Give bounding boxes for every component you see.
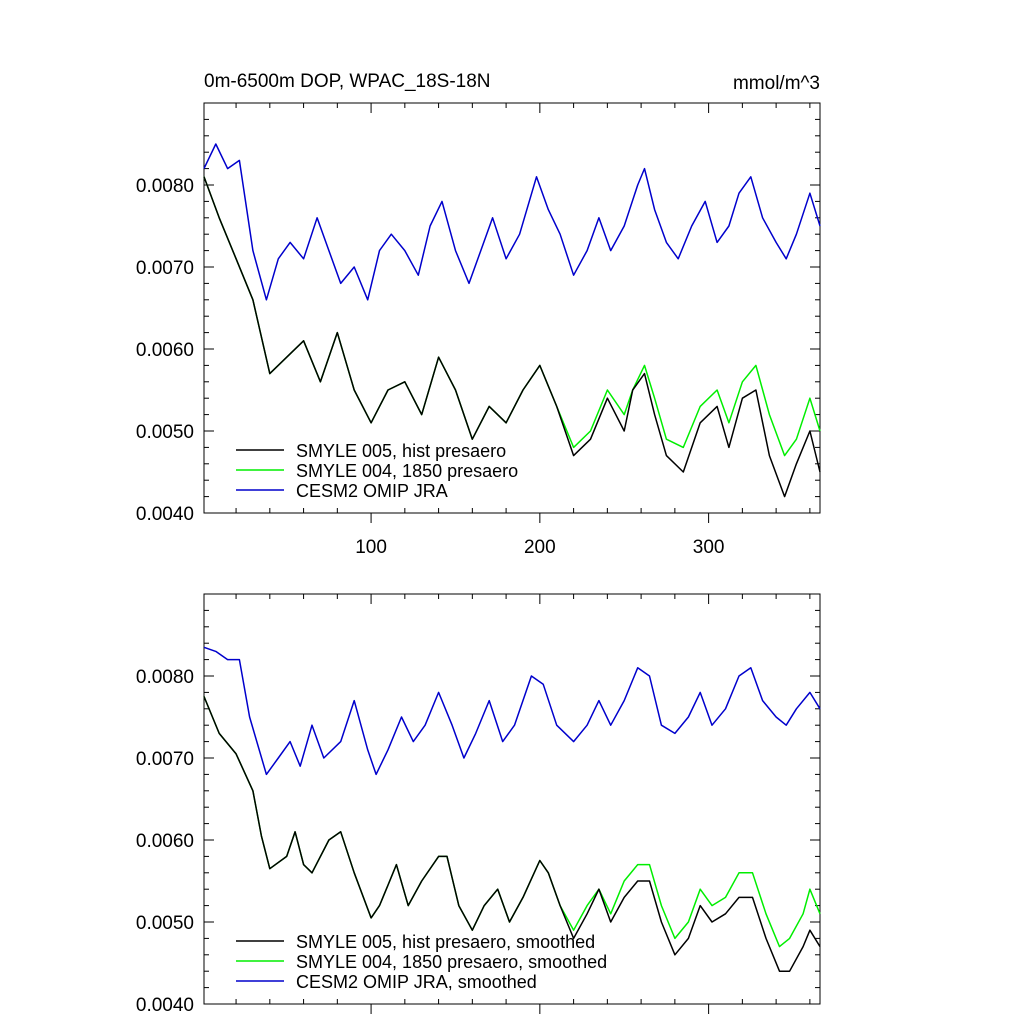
x-tick-label: 100 [355,537,387,558]
y-tick-label: 0.0080 [136,667,194,688]
series-line-0 [203,176,821,498]
legend-label: SMYLE 004, 1850 presaero, smoothed [296,952,607,972]
y-tick-label: 0.0040 [136,995,194,1016]
series-line-2 [203,646,821,776]
x-tick-label: 200 [524,537,556,558]
legend-label: SMYLE 005, hist presaero [296,441,506,461]
series-line-2 [203,143,821,301]
series-line-0 [203,696,821,972]
y-tick-label: 0.0080 [136,176,194,197]
y-tick-label: 0.0040 [136,504,194,525]
y-tick-label: 0.0070 [136,258,194,279]
top-panel: 100 200 300 0.0040 0.0050 0.0060 0.0070 0.0080 0… [136,71,821,558]
legend-label: SMYLE 004, 1850 presaero [296,461,518,481]
units-label: mmol/m^3 [733,73,820,94]
x-tick-label: 300 [693,537,725,558]
series-line-1 [203,176,821,457]
y-tick-label: 0.0050 [136,422,194,443]
plot-frame [203,593,821,1005]
y-tick-label: 0.0060 [136,831,194,852]
legend-label: CESM2 OMIP JRA [296,481,448,501]
y-tick-label: 0.0060 [136,340,194,361]
y-tick-label: 0.0050 [136,913,194,934]
plot-frame [203,102,821,514]
y-tick-label: 0.0070 [136,749,194,770]
bottom-panel: 0.0040 0.0050 0.0060 0.0070 0.0080 SMYLE 005,… [136,593,821,1016]
legend-label: SMYLE 005, hist presaero, smoothed [296,932,595,952]
series-line-1 [203,696,821,948]
minor-ticks [204,103,820,513]
minor-ticks [204,594,820,1004]
legend-label: CESM2 OMIP JRA, smoothed [296,972,537,992]
legend: SMYLE 005, hist presaero, smoothedSMYLE … [236,932,607,992]
chart-title: 0m-6500m DOP, WPAC_18S-18N [204,71,491,92]
